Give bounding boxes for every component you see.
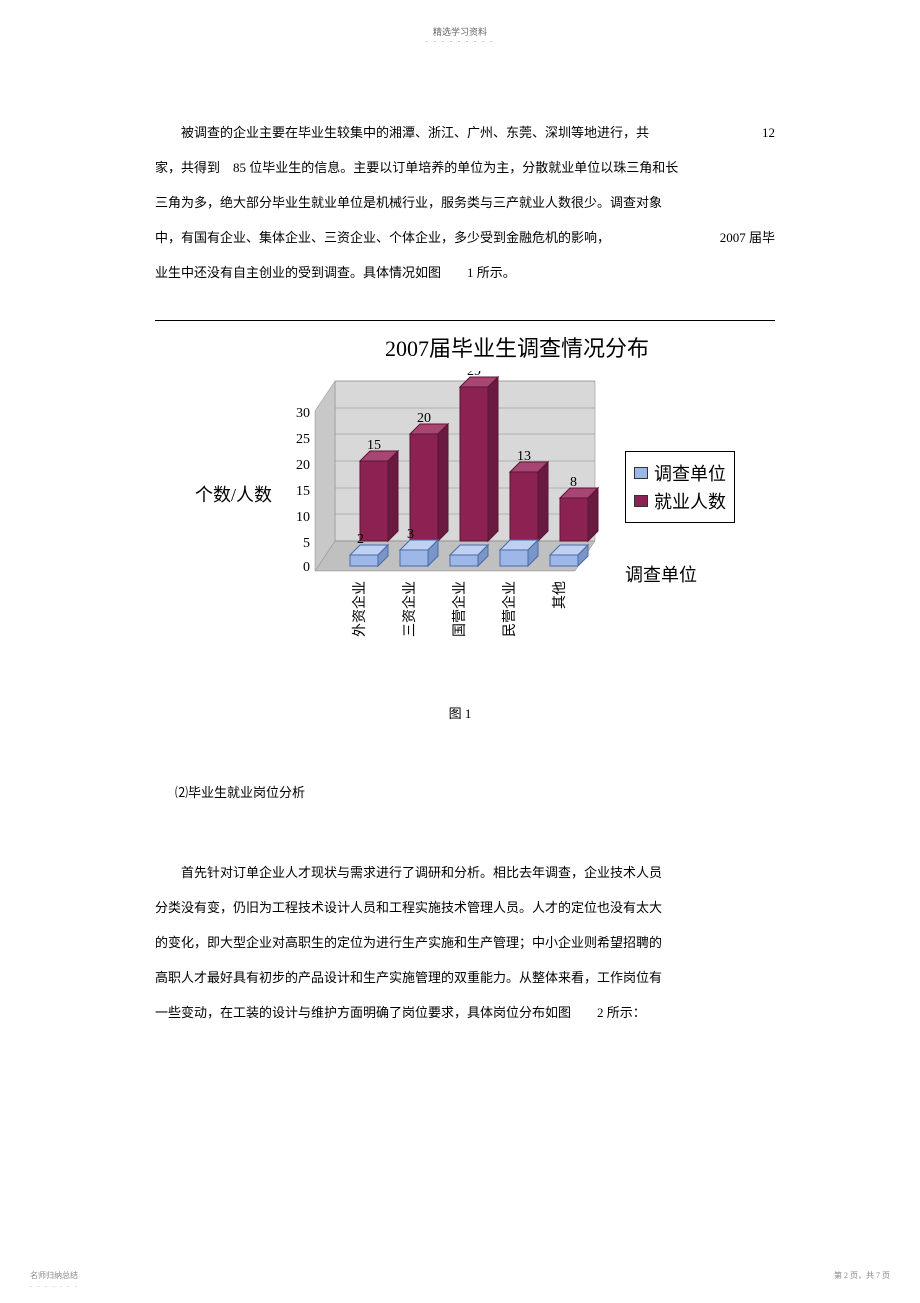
x-labels: 外资企业 三资企业 国营企业 民营企业 其他 [351, 581, 568, 637]
svg-text:8: 8 [570, 475, 577, 490]
paragraph-1: 被调查的企业主要在毕业生较集中的湘潭、浙江、广州、东莞、深圳等地进行，共 12 … [155, 115, 775, 290]
legend-label-1: 调查单位 [654, 460, 726, 486]
svg-text:三资企业: 三资企业 [401, 581, 418, 637]
p1-line5: 业生中还没有自主创业的受到调查。具体情况如图 1 所示。 [155, 255, 775, 290]
chart-svg: 0 5 10 15 20 25 30 [295, 371, 635, 681]
p1-line1-pre: 被调查的企业主要在毕业生较集中的湘潭、浙江、广州、东莞、深圳等地进行，共 [181, 125, 649, 140]
svg-text:29: 29 [467, 371, 481, 379]
chart-side [315, 381, 335, 571]
svg-text:20: 20 [417, 411, 431, 426]
p1-line1-suf: 12 [762, 115, 775, 150]
svg-text:10: 10 [296, 510, 310, 525]
p2-line5: 一些变动，在工装的设计与维护方面明确了岗位要求，具体岗位分布如图 2 所示： [155, 995, 775, 1030]
depth-axis-label: 调查单位 [625, 561, 697, 587]
footer-right: 第 2 页，共 7 页 [834, 1270, 890, 1281]
footer-left: 名师归纳总结 [30, 1270, 78, 1281]
legend-swatch-1 [634, 467, 648, 479]
p2-line3: 的变化，即大型企业对高职生的定位为进行生产实施和生产管理；中小企业则希望招聘的 [155, 925, 775, 960]
y-ticks: 0 5 10 15 20 25 30 [296, 406, 310, 575]
chart-legend: 调查单位 就业人数 [625, 451, 735, 523]
chart-area: 2007届毕业生调查情况分布 个数/人数 0 5 10 15 20 25 30 [155, 321, 775, 681]
svg-text:民营企业: 民营企业 [501, 581, 518, 637]
legend-item-2: 就业人数 [634, 488, 726, 514]
svg-text:30: 30 [296, 406, 310, 421]
svg-text:国营企业: 国营企业 [451, 581, 468, 637]
footer-left-dots: - - - - - - - [30, 1284, 79, 1290]
svg-text:2: 2 [357, 532, 364, 547]
chart-container: 2007届毕业生调查情况分布 个数/人数 0 5 10 15 20 25 30 [155, 320, 775, 681]
svg-text:其他: 其他 [552, 581, 568, 609]
chart-title: 2007届毕业生调查情况分布 [385, 331, 649, 363]
svg-text:外资企业: 外资企业 [351, 581, 368, 637]
svg-text:15: 15 [367, 438, 381, 453]
svg-text:13: 13 [517, 449, 531, 464]
paragraph-2: 首先针对订单企业人才现状与需求进行了调研和分析。相比去年调查，企业技术人员 分类… [155, 855, 775, 1030]
legend-swatch-2 [634, 495, 648, 507]
svg-text:20: 20 [296, 458, 310, 473]
p2-line2: 分类没有变，仍旧为工程技术设计人员和工程实施技术管理人员。人才的定位也没有太大 [155, 890, 775, 925]
svg-text:3: 3 [407, 527, 414, 542]
legend-item-1: 调查单位 [634, 460, 726, 486]
p1-line4-pre: 中，有国有企业、集体企业、三资企业、个体企业，多少受到金融危机的影响， [155, 230, 610, 245]
svg-text:15: 15 [296, 484, 310, 499]
header-dots: - - - - - - - - - [426, 37, 495, 45]
p1-line2: 家，共得到 85 位毕业生的信息。主要以订单培养的单位为主，分散就业单位以珠三角… [155, 150, 775, 185]
p2-line4: 高职人才最好具有初步的产品设计和生产实施管理的双重能力。从整体来看，工作岗位有 [155, 960, 775, 995]
svg-text:0: 0 [303, 560, 310, 575]
section-heading: ⑵毕业生就业岗位分析 [175, 782, 305, 801]
figure-caption: 图 1 [449, 703, 472, 722]
p2-line1: 首先针对订单企业人才现状与需求进行了调研和分析。相比去年调查，企业技术人员 [155, 855, 775, 890]
p1-line3: 三角为多，绝大部分毕业生就业单位是机械行业，服务类与三产就业人数很少。调查对象 [155, 185, 775, 220]
svg-text:25: 25 [296, 432, 310, 447]
y-axis-label: 个数/人数 [195, 481, 272, 507]
legend-label-2: 就业人数 [654, 488, 726, 514]
svg-text:5: 5 [303, 536, 310, 551]
p1-line4-suf: 2007 届毕 [720, 220, 775, 255]
